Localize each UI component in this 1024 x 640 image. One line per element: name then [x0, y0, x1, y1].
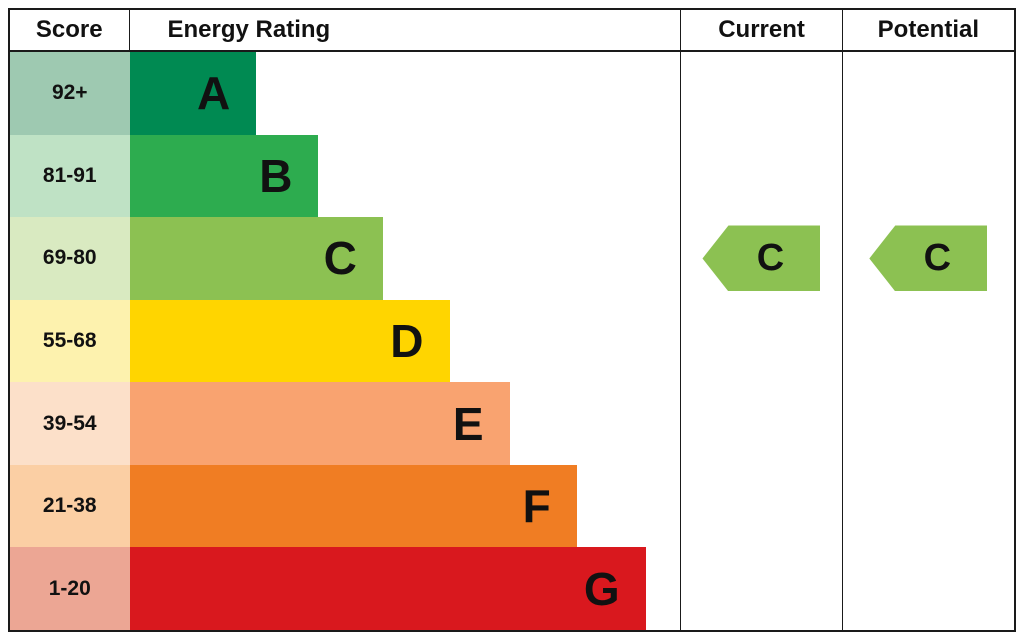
score-range-label: 1-20 — [48, 576, 91, 600]
score-range-label: 55-68 — [42, 329, 97, 353]
header-score: Score — [10, 10, 130, 50]
potential-cell — [843, 465, 1014, 548]
potential-cell — [843, 382, 1014, 465]
current-cell — [681, 464, 843, 548]
bar-zone: B — [129, 134, 682, 218]
potential-rating-arrow: C — [869, 225, 988, 292]
band-letter: D — [390, 315, 424, 368]
bar-zone: D — [129, 299, 682, 383]
epc-rating-chart: Score Energy Rating Current Potential 92… — [8, 8, 1016, 632]
band-bar-b: B — [129, 134, 319, 218]
potential-cell — [843, 300, 1014, 383]
potential-rating-letter: C — [923, 237, 952, 280]
score-range-label: 69-80 — [42, 246, 97, 270]
score-range-e: 39-54 — [10, 382, 130, 465]
score-range-b: 81-91 — [10, 134, 130, 218]
potential-cell: C — [843, 217, 1014, 300]
current-cell — [681, 547, 843, 631]
potential-cell — [843, 135, 1014, 218]
band-row-c: 69-80 C C C — [10, 217, 1014, 300]
band-letter: F — [522, 480, 551, 533]
band-row-a: 92+ A — [10, 52, 1014, 135]
current-cell: C — [681, 217, 843, 300]
score-range-d: 55-68 — [10, 299, 130, 383]
band-row-f: 21-38 F — [10, 464, 1014, 548]
band-row-b: 81-91 B — [10, 134, 1014, 218]
chart-header-row: Score Energy Rating Current Potential — [10, 10, 1014, 52]
score-range-label: 81-91 — [42, 163, 97, 187]
header-energy-rating: Energy Rating — [130, 10, 682, 50]
bar-zone: C — [129, 217, 682, 300]
current-cell — [681, 134, 843, 218]
band-row-e: 39-54 E — [10, 382, 1014, 465]
score-range-label: 39-54 — [42, 411, 97, 435]
bar-zone: G — [129, 547, 682, 631]
band-bar-d: D — [129, 299, 450, 383]
band-letter: A — [196, 67, 231, 120]
band-letter: B — [259, 149, 293, 202]
band-letter: E — [452, 397, 484, 450]
score-range-g: 1-20 — [10, 547, 130, 631]
score-range-f: 21-38 — [10, 464, 130, 548]
bar-zone: F — [129, 464, 682, 548]
header-potential: Potential — [877, 16, 980, 43]
score-range-a: 92+ — [10, 52, 130, 135]
current-cell — [681, 382, 843, 465]
band-bar-a: A — [129, 52, 257, 135]
band-bar-f: F — [129, 464, 577, 548]
current-cell — [681, 52, 843, 135]
bar-zone: E — [129, 382, 682, 465]
band-letter: G — [583, 562, 620, 615]
score-range-label: 92+ — [51, 81, 88, 105]
potential-cell — [843, 52, 1014, 135]
band-bar-e: E — [129, 382, 510, 465]
potential-cell — [843, 547, 1014, 630]
score-range-c: 69-80 — [10, 217, 130, 300]
bar-zone: A — [129, 52, 682, 135]
band-letter: C — [323, 232, 357, 285]
header-current: Current — [681, 10, 843, 50]
band-row-d: 55-68 D — [10, 299, 1014, 383]
band-bar-g: G — [129, 547, 646, 631]
current-rating-letter: C — [756, 237, 785, 280]
band-bar-c: C — [129, 217, 383, 300]
current-cell — [681, 299, 843, 383]
score-range-label: 21-38 — [42, 494, 97, 518]
band-row-g: 1-20 G — [10, 547, 1014, 631]
current-rating-arrow: C — [702, 225, 821, 292]
